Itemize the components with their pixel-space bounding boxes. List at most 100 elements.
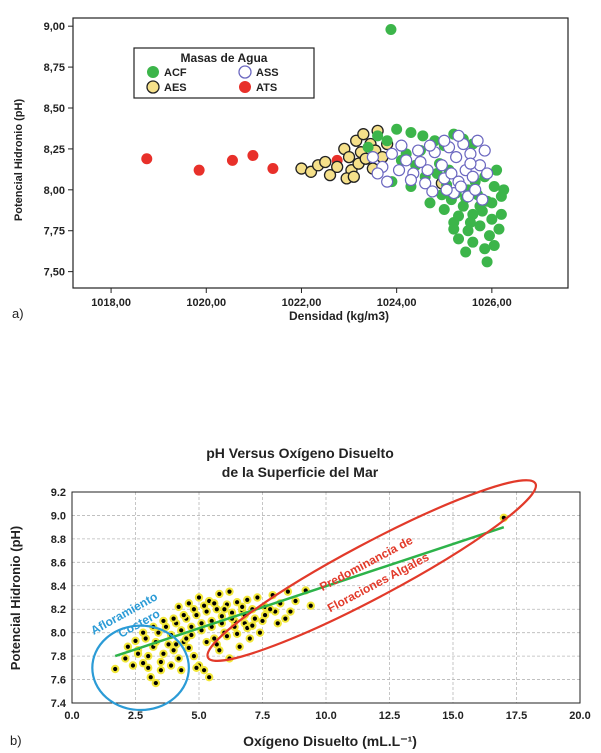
panel-a-plot-frame — [72, 17, 569, 289]
data-point — [133, 649, 143, 658]
data-point-dot — [194, 612, 199, 618]
legend-marker-acf — [147, 66, 159, 78]
panel-b-subtitle: de la Superficie del Mar — [222, 464, 379, 480]
point-acf — [424, 197, 436, 209]
data-point — [227, 608, 237, 617]
x-tick-label: 12.5 — [379, 710, 400, 722]
panel-b-label: b) — [10, 733, 22, 748]
point-ass — [366, 150, 379, 164]
data-point-dot — [194, 665, 199, 670]
data-point — [192, 663, 201, 673]
data-point-dot — [245, 597, 250, 602]
panel-a-x-axis-label: Densidad (kg/m3) — [289, 309, 389, 323]
data-point — [286, 607, 295, 616]
point-ass — [450, 150, 463, 164]
point-acf — [486, 213, 498, 225]
data-point — [202, 637, 211, 647]
data-point-dot — [285, 589, 290, 594]
data-point — [177, 665, 186, 675]
y-tick-label: 8,50 — [44, 103, 65, 115]
data-point-dot — [257, 630, 263, 635]
point-ass — [454, 180, 468, 193]
data-point-dot — [224, 634, 230, 639]
data-point — [179, 610, 188, 620]
data-point-dot — [293, 598, 298, 604]
x-tick-label: 5.0 — [191, 710, 206, 722]
legend-label-aes: AES — [164, 82, 187, 94]
data-point-dot — [245, 625, 250, 631]
data-point-dot — [250, 623, 255, 628]
data-point — [215, 589, 224, 599]
point-ass — [476, 193, 489, 206]
data-point — [159, 616, 168, 626]
data-point-dot — [214, 642, 219, 647]
point-acf — [448, 223, 460, 235]
point-aes — [342, 150, 356, 164]
panel-b-axes: 0.0 2.5 5.0 7.5 10.0 12.5 15.0 17.5 20.0 7.4 7.6 7.… — [51, 487, 591, 722]
point-ats — [247, 149, 259, 161]
data-point — [184, 643, 194, 653]
data-point-dot — [191, 607, 197, 612]
data-point-dot — [179, 668, 184, 673]
point-ass — [381, 175, 394, 188]
data-point — [255, 628, 265, 637]
point-acf — [362, 141, 374, 153]
point-ass — [371, 167, 384, 180]
data-point — [268, 590, 277, 600]
legend-box — [133, 47, 315, 99]
data-point-dot — [141, 661, 146, 666]
data-point-dot — [184, 636, 189, 641]
point-acf — [488, 239, 500, 251]
data-point — [174, 654, 183, 663]
data-point-dot — [201, 603, 207, 608]
y-tick-label: 9,00 — [44, 21, 65, 33]
point-ass — [435, 159, 448, 172]
point-ass — [385, 147, 398, 160]
data-point-dot — [235, 631, 240, 636]
algal-bloom-ellipse — [206, 479, 538, 662]
y-tick-label: 8,00 — [44, 185, 65, 197]
x-tick-label: 1026,00 — [472, 297, 512, 309]
data-point-dot — [212, 601, 217, 606]
point-ass — [392, 164, 406, 177]
data-point-dot — [158, 668, 163, 673]
x-tick-label: 1024,00 — [377, 297, 417, 309]
data-point-dot — [161, 651, 166, 656]
data-point — [138, 628, 148, 637]
data-point-dot — [207, 598, 212, 604]
panel-a: a) 1018,00 1020,00 1022,00 1024,00 1026,00 7,… — [12, 17, 569, 323]
x-tick-label: 20.0 — [569, 710, 590, 722]
data-point-dot — [156, 630, 161, 635]
data-point — [215, 646, 224, 655]
data-point — [189, 651, 199, 661]
data-point — [123, 642, 133, 651]
data-point — [250, 614, 260, 623]
x-tick-label: 1020,00 — [186, 297, 226, 309]
point-aes — [357, 128, 370, 141]
point-ass — [400, 154, 413, 167]
data-point — [220, 605, 229, 614]
data-point — [204, 673, 214, 682]
legend-marker-ass — [238, 65, 252, 79]
point-ass — [480, 167, 494, 180]
data-point-dot — [214, 607, 219, 612]
point-ass — [411, 144, 425, 157]
data-point-dot — [273, 609, 278, 614]
data-point-dot — [204, 609, 209, 614]
data-point — [166, 661, 176, 670]
data-point — [197, 619, 206, 628]
point-acf — [453, 210, 465, 222]
point-ass — [471, 134, 484, 147]
data-point — [210, 599, 219, 608]
data-point-dot — [217, 591, 222, 597]
point-ass — [404, 173, 418, 187]
data-point-dot — [125, 644, 130, 649]
data-point-dot — [209, 624, 214, 629]
point-ass — [464, 157, 477, 170]
data-point — [306, 601, 315, 610]
y-tick-label: 7.6 — [51, 675, 66, 687]
point-acf — [453, 233, 465, 245]
point-acf — [488, 181, 500, 193]
data-point — [194, 593, 204, 602]
data-point — [174, 602, 183, 612]
